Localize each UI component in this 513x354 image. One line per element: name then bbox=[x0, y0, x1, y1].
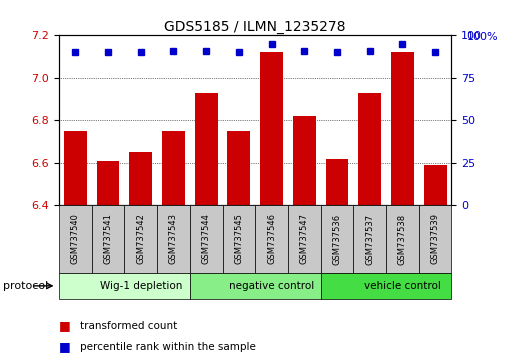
Text: Wig-1 depletion: Wig-1 depletion bbox=[100, 281, 182, 291]
Text: GSM737537: GSM737537 bbox=[365, 213, 374, 264]
Bar bbox=[260, 52, 283, 205]
Text: transformed count: transformed count bbox=[80, 321, 177, 331]
Bar bbox=[59, 273, 190, 299]
Bar bbox=[157, 205, 190, 273]
Text: ■: ■ bbox=[59, 341, 71, 353]
Text: GSM737541: GSM737541 bbox=[104, 213, 112, 264]
Bar bbox=[162, 131, 185, 205]
Text: protocol: protocol bbox=[3, 281, 48, 291]
Text: GSM737540: GSM737540 bbox=[71, 213, 80, 264]
Bar bbox=[386, 205, 419, 273]
Text: GSM737539: GSM737539 bbox=[430, 213, 440, 264]
Text: GSM737536: GSM737536 bbox=[332, 213, 342, 264]
Bar bbox=[326, 159, 348, 205]
Bar bbox=[223, 205, 255, 273]
Bar bbox=[391, 52, 414, 205]
Bar bbox=[288, 205, 321, 273]
Text: GSM737547: GSM737547 bbox=[300, 213, 309, 264]
Text: GSM737538: GSM737538 bbox=[398, 213, 407, 264]
Bar bbox=[124, 205, 157, 273]
Text: negative control: negative control bbox=[229, 281, 314, 291]
Text: GSM737546: GSM737546 bbox=[267, 213, 276, 264]
Text: GSM737542: GSM737542 bbox=[136, 213, 145, 264]
Y-axis label: 100%: 100% bbox=[467, 32, 499, 42]
Bar bbox=[424, 165, 446, 205]
Text: ■: ■ bbox=[59, 319, 71, 332]
Bar bbox=[255, 205, 288, 273]
Bar bbox=[353, 205, 386, 273]
Bar bbox=[358, 93, 381, 205]
Bar bbox=[195, 93, 218, 205]
Bar bbox=[92, 205, 125, 273]
Text: GSM737544: GSM737544 bbox=[202, 213, 211, 264]
Bar bbox=[64, 131, 87, 205]
Bar bbox=[190, 205, 223, 273]
Bar bbox=[321, 273, 451, 299]
Text: GSM737543: GSM737543 bbox=[169, 213, 178, 264]
Bar bbox=[321, 205, 353, 273]
Bar bbox=[129, 152, 152, 205]
Text: GSM737545: GSM737545 bbox=[234, 213, 243, 264]
Bar bbox=[59, 205, 92, 273]
Text: percentile rank within the sample: percentile rank within the sample bbox=[80, 342, 255, 352]
Bar bbox=[190, 273, 321, 299]
Text: vehicle control: vehicle control bbox=[364, 281, 441, 291]
Bar bbox=[96, 161, 120, 205]
Bar bbox=[419, 205, 451, 273]
Bar bbox=[227, 131, 250, 205]
Bar bbox=[293, 116, 315, 205]
Title: GDS5185 / ILMN_1235278: GDS5185 / ILMN_1235278 bbox=[165, 21, 346, 34]
